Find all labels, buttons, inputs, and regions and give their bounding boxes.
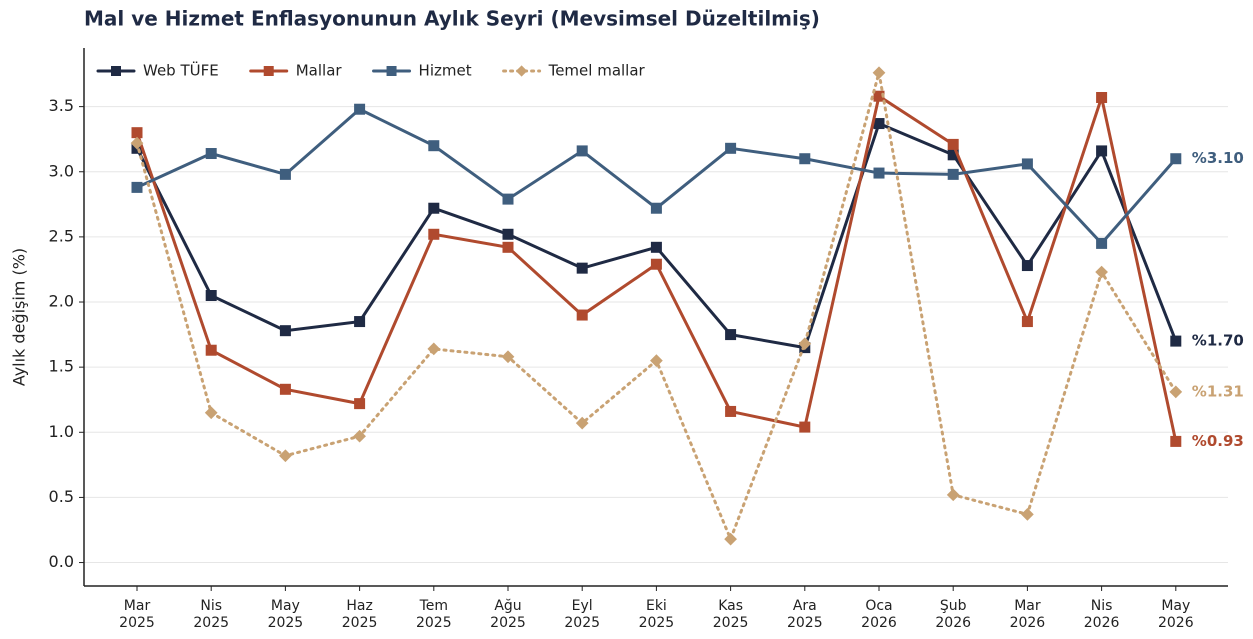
marker [428,228,440,240]
legend-label: Mallar [296,62,343,80]
x-tick-label: Nis 2025 [193,598,229,631]
marker [131,127,143,139]
marker [799,421,811,433]
marker [502,241,514,253]
marker [427,342,441,356]
marker [946,488,960,502]
marker [799,153,811,165]
marker [1170,153,1182,165]
marker [1021,507,1034,521]
end-label: %1.31 [1192,382,1244,400]
y-tick-label: 1.0 [49,422,74,441]
x-tick-label: Şub 2026 [935,598,971,631]
marker [725,405,737,417]
marker [279,325,291,337]
marker [353,429,366,443]
marker [873,118,885,130]
marker [1021,260,1033,272]
y-tick-label: 3.0 [49,161,74,180]
x-tick-label: Ağu 2025 [490,598,526,631]
marker [724,532,737,546]
marker [873,167,885,179]
y-tick-label: 3.5 [49,96,74,115]
marker [428,140,440,152]
marker [354,103,366,115]
marker [130,136,144,150]
marker [872,66,886,80]
marker [650,241,662,253]
chart-title: Mal ve Hizmet Enflasyonunun Aylık Seyri … [84,7,820,31]
marker [1096,92,1108,104]
y-tick-label: 2.5 [49,226,74,245]
marker [204,406,218,420]
x-tick-label: Eki 2025 [639,598,675,631]
marker [873,90,885,102]
marker [650,202,662,214]
marker [354,398,366,410]
y-tick-label: 0.0 [49,552,74,571]
y-tick-label: 2.0 [49,292,74,311]
marker [354,316,366,328]
y-tick-label: 0.5 [49,487,74,506]
legend-label: Web TÜFE [143,61,219,80]
marker [502,228,514,240]
marker [502,193,514,205]
marker [725,142,737,154]
marker [947,149,959,161]
marker [428,202,440,214]
marker [1170,335,1182,347]
marker [279,168,291,180]
x-tick-label: Kas 2025 [713,598,749,631]
legend-label: Hizmet [419,62,472,80]
series-line [135,107,1178,246]
y-tick-label: 1.5 [49,357,74,376]
marker [1021,158,1033,170]
marker [725,329,737,341]
marker [576,309,588,321]
marker [947,168,959,180]
y-axis-label: Aylık değişim (%) [10,248,29,386]
x-tick-label: Mar 2025 [119,598,155,631]
marker [205,148,217,160]
marker [576,145,588,157]
x-tick-label: Haz 2025 [342,598,378,631]
legend-marker [111,66,121,76]
series-line [135,121,1178,350]
x-tick-label: Eyl 2025 [564,598,600,631]
marker [650,258,662,270]
marker [1021,316,1033,328]
end-label: %1.70 [1192,332,1244,350]
legend-marker [263,66,274,76]
marker [1169,385,1183,399]
marker [279,449,292,463]
marker [501,350,515,364]
x-tick-label: Oca 2026 [861,598,897,631]
marker [1096,145,1108,157]
x-tick-label: Nis 2026 [1084,598,1120,631]
marker [131,181,143,193]
end-label: %0.93 [1192,432,1244,450]
x-tick-label: May 2025 [268,598,304,631]
legend-marker [386,66,397,76]
marker [205,290,217,302]
marker [1096,237,1108,249]
x-tick-label: Tem 2025 [416,598,452,631]
x-tick-label: Ara 2025 [787,598,823,631]
legend-label: Temel mallar [548,62,646,80]
marker [279,383,291,395]
x-tick-label: Mar 2026 [1010,598,1046,631]
marker [205,344,217,356]
legend-marker [515,65,528,77]
marker [576,262,588,274]
end-label: %3.10 [1192,149,1244,167]
marker [1170,435,1182,447]
marker [947,138,959,150]
x-tick-label: May 2026 [1158,598,1194,631]
